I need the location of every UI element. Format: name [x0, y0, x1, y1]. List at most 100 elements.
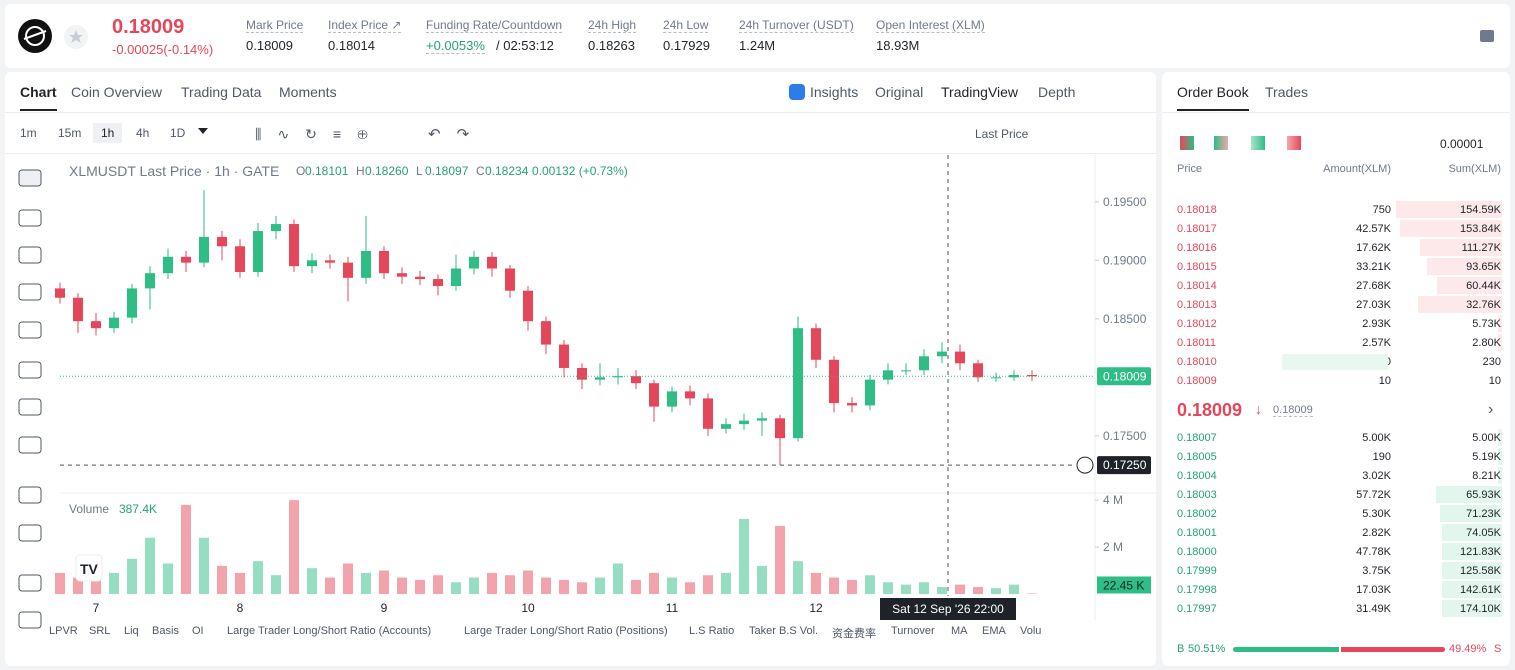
view-tab[interactable]: Insights — [810, 84, 859, 100]
indicator-tab[interactable]: Basis — [152, 625, 179, 637]
drawing-tool[interactable] — [18, 436, 42, 454]
drawing-tool[interactable] — [18, 398, 42, 416]
drawing-tool[interactable] — [18, 321, 42, 339]
ask-highlight — [1282, 354, 1388, 370]
volume-bar — [793, 561, 803, 594]
ob-view-icon[interactable] — [1214, 136, 1228, 150]
ask-price[interactable]: 0.18010 — [1177, 356, 1217, 368]
view-tab[interactable]: TradingView — [941, 84, 1019, 100]
ob-view-icon[interactable] — [1287, 136, 1301, 150]
mid-chevron[interactable]: › — [1488, 401, 1494, 418]
interval[interactable]: 1h — [93, 123, 123, 143]
interval[interactable]: 1D — [170, 126, 186, 140]
ask-price[interactable]: 0.18009 — [1177, 375, 1217, 387]
ob-view-icon[interactable] — [1251, 136, 1265, 150]
drawing-tool[interactable] — [18, 169, 42, 187]
stat-label: 24h Low — [663, 18, 709, 33]
ask-price[interactable]: 0.18011 — [1177, 337, 1216, 349]
bid-price[interactable]: 0.17998 — [1177, 584, 1217, 596]
bid-price[interactable]: 0.18000 — [1177, 546, 1217, 558]
drawing-tool[interactable] — [18, 611, 42, 629]
ob-tab[interactable]: Order Book — [1177, 84, 1249, 111]
ob-precision[interactable]: 0.00001 — [1440, 137, 1484, 151]
view-tab[interactable]: Depth — [1038, 84, 1076, 100]
indicator-tab[interactable]: Liq — [124, 625, 139, 637]
indicator-tab[interactable]: OI — [192, 625, 204, 637]
bid-price[interactable]: 0.18005 — [1177, 451, 1217, 463]
crosshair-price-box — [1097, 456, 1151, 475]
stat-label: Funding Rate/Countdown — [426, 18, 563, 33]
indicator-tab[interactable]: SRL — [89, 625, 111, 637]
candle-body — [271, 224, 281, 232]
indicator-tab[interactable]: L.S Ratio — [689, 625, 735, 637]
volume-bar — [325, 577, 335, 594]
drawing-tool[interactable] — [18, 486, 42, 504]
ask-price[interactable]: 0.18013 — [1177, 299, 1217, 311]
ask-price[interactable]: 0.18014 — [1177, 280, 1217, 292]
chart-tab[interactable]: Coin Overview — [71, 84, 163, 100]
undo-redo[interactable]: ↶↷ — [428, 126, 486, 143]
indicator-tab[interactable]: Large Trader Long/Short Ratio (Accounts) — [227, 625, 432, 637]
candle-body — [919, 356, 929, 371]
ask-price[interactable]: 0.18018 — [1177, 204, 1217, 216]
indicator-tab[interactable]: Turnover — [891, 625, 935, 637]
chart-tab[interactable]: Chart — [20, 84, 57, 111]
ob-view-icon[interactable] — [1180, 136, 1194, 150]
candle-body — [361, 250, 371, 278]
bid-price[interactable]: 0.18002 — [1177, 508, 1217, 520]
bid-price[interactable]: 0.17997 — [1177, 603, 1217, 615]
ask-price[interactable]: 0.18015 — [1177, 261, 1217, 273]
bid-price[interactable]: 0.18003 — [1177, 489, 1217, 501]
sell-bar — [1341, 647, 1445, 652]
drawing-tool[interactable] — [18, 361, 42, 379]
price-source[interactable]: Last Price — [975, 127, 1029, 141]
ask-price[interactable]: 0.18017 — [1177, 223, 1217, 235]
candle-body — [505, 268, 515, 291]
volume-bar — [883, 582, 893, 594]
toolbar-icons[interactable]: ⫼∿↻≡⊕ — [255, 126, 384, 142]
indicator-tab[interactable]: Volu — [1020, 625, 1042, 637]
bid-price[interactable]: 0.17999 — [1177, 565, 1217, 577]
volume-bar — [397, 577, 407, 594]
indicator-tab[interactable]: 资金费率 — [832, 628, 876, 640]
drawing-tool[interactable] — [18, 524, 42, 542]
interval[interactable]: 4h — [136, 126, 150, 140]
depth-bar — [1498, 448, 1502, 465]
candle-body — [883, 370, 893, 380]
indicator-tab[interactable]: Large Trader Long/Short Ratio (Positions… — [464, 625, 668, 637]
indicator-tab[interactable]: LPVR — [49, 625, 78, 637]
drawing-tool[interactable] — [18, 246, 42, 264]
volume-bar — [559, 579, 569, 594]
drawing-tool[interactable] — [18, 283, 42, 301]
volume-bar — [937, 586, 947, 594]
volume-bar — [55, 572, 65, 594]
interval[interactable]: 15m — [58, 126, 82, 140]
candle-body — [217, 236, 227, 247]
view-tab[interactable]: Original — [875, 84, 924, 100]
notes-icon[interactable] — [1478, 27, 1496, 45]
volume-bar — [469, 577, 479, 594]
ask-price[interactable]: 0.18016 — [1177, 242, 1217, 254]
drawing-tool[interactable] — [18, 209, 42, 227]
interval-dropdown[interactable] — [198, 128, 208, 134]
indicator-tab[interactable]: MA — [951, 625, 968, 637]
bid-price[interactable]: 0.18001 — [1177, 527, 1217, 539]
candle-body — [433, 279, 443, 287]
bid-price[interactable]: 0.18007 — [1177, 432, 1217, 444]
depth-bar — [1427, 258, 1502, 275]
ob-tab[interactable]: Trades — [1265, 84, 1309, 100]
volume-bar — [739, 518, 749, 594]
volume-bar — [451, 582, 461, 594]
chart-tab[interactable]: Trading Data — [181, 84, 262, 100]
indicator-tab[interactable]: EMA — [982, 625, 1006, 637]
ask-price[interactable]: 0.18012 — [1177, 318, 1217, 330]
indicator-tab[interactable]: Taker B.S Vol. — [749, 625, 819, 637]
insights-icon[interactable] — [789, 84, 805, 100]
volume-bar — [901, 584, 911, 594]
bid-price[interactable]: 0.18004 — [1177, 470, 1217, 482]
volume-bar — [199, 537, 209, 594]
favorite-star[interactable] — [64, 25, 88, 49]
interval[interactable]: 1m — [20, 126, 37, 140]
chart-tab[interactable]: Moments — [279, 84, 337, 100]
drawing-tool[interactable] — [18, 574, 42, 592]
